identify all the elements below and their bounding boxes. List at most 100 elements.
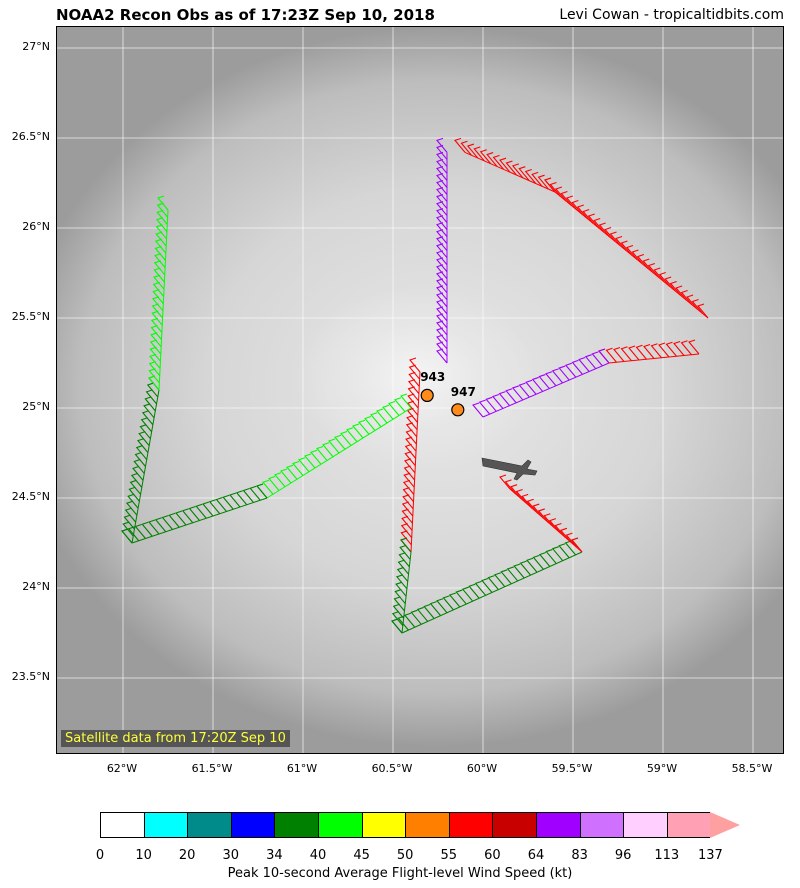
wind-barb (474, 580, 486, 596)
wind-barb (460, 140, 472, 156)
wind-barb (402, 494, 414, 510)
wind-barb (135, 445, 148, 460)
wind-barb (487, 575, 499, 590)
wind-barb (531, 376, 544, 392)
wind-barb (525, 379, 537, 395)
wind-barb (334, 434, 346, 450)
wind-barb (598, 222, 611, 238)
wind-barb (576, 204, 589, 220)
colorbar-segment (492, 812, 536, 838)
flight-track (158, 209, 169, 391)
colorbar-segment (535, 812, 580, 838)
colorbar-tick-label: 83 (571, 848, 588, 863)
wind-barb (352, 423, 364, 439)
wind-barb (524, 168, 537, 184)
colorbar-tick-label: 10 (135, 848, 152, 863)
wind-barb (346, 427, 358, 443)
lon-tick-label: 59°W (646, 762, 678, 775)
pressure-value-label: 943 (420, 370, 446, 385)
colorbar-tick-label: 113 (654, 848, 680, 863)
wind-barb (479, 149, 492, 165)
wind-barb (152, 296, 164, 312)
wind-barb (658, 271, 671, 287)
wind-barb (400, 523, 413, 538)
wind-barb (442, 595, 454, 611)
wind-barb (149, 346, 161, 362)
wind-barb (274, 472, 286, 488)
wind-barb (593, 217, 605, 233)
wind-barb (466, 143, 479, 159)
wind-barb (144, 396, 156, 412)
wind-barb (485, 396, 497, 412)
wind-barb (127, 493, 139, 509)
wind-barb (436, 341, 448, 357)
colorbar-segment (100, 812, 144, 838)
wind-barb (486, 152, 498, 167)
wind-barb (403, 612, 416, 628)
wind-barb (408, 371, 420, 387)
wind-barb (153, 274, 165, 290)
wind-barb (358, 419, 370, 435)
lon-tick-label: 58.5°W (731, 762, 773, 775)
wind-barb (310, 449, 322, 465)
wind-barb (406, 415, 418, 430)
colorbar-segment (187, 812, 231, 838)
wind-barb (631, 249, 643, 265)
wind-barb (537, 174, 549, 190)
wind-barb (222, 494, 234, 510)
wind-barb (436, 194, 448, 209)
wind-barb (391, 611, 404, 626)
wind-barb (400, 530, 412, 546)
wind-barb (531, 171, 543, 187)
wind-barb (613, 346, 625, 362)
wind-barb (526, 557, 538, 573)
wind-barb (436, 264, 448, 280)
wind-barb (188, 505, 200, 521)
colorbar-segment (448, 812, 493, 838)
colorbar-tick-label: 137 (697, 848, 723, 863)
lat-tick-label: 24.5°N (11, 490, 50, 503)
colorbar-tick-label: 45 (353, 848, 370, 863)
wind-barb (559, 527, 572, 543)
wind-barb (129, 479, 142, 495)
wind-barb (436, 598, 448, 614)
wind-barb (635, 344, 647, 360)
wind-barb (149, 339, 162, 355)
wind-barb (468, 583, 480, 599)
wind-barb (405, 429, 417, 445)
wind-barb (436, 334, 448, 350)
lon-tick-label: 60.5°W (371, 762, 413, 775)
wind-barb (481, 577, 493, 593)
wind-barb (148, 361, 161, 376)
wind-barb (454, 137, 466, 153)
wind-barb (658, 342, 670, 358)
wind-barb (406, 400, 419, 416)
wind-barb (436, 158, 448, 174)
flight-track (401, 551, 412, 634)
wind-barb (242, 487, 254, 503)
wind-barb (473, 146, 485, 162)
wind-barb (461, 586, 474, 602)
wind-barb (436, 313, 448, 329)
wind-barb (545, 371, 557, 387)
wind-barb (229, 492, 241, 508)
wind-barb (510, 484, 522, 500)
wind-barb (499, 157, 511, 173)
wind-barb (280, 468, 292, 484)
map-panel[interactable]: Satellite data from 17:20Z Sep 10 (56, 26, 784, 754)
wind-barb (268, 475, 280, 491)
wind-barb (584, 354, 597, 370)
colorbar-tick-label: 34 (266, 848, 283, 863)
wind-barb (156, 209, 168, 225)
wind-barb (436, 292, 448, 308)
wind-barb (141, 521, 153, 537)
wind-barb (521, 493, 533, 509)
wind-barb (148, 375, 160, 391)
wind-barb (598, 348, 610, 364)
wind-barb (554, 522, 566, 538)
wind-barb (145, 389, 157, 405)
wind-barb (155, 231, 167, 247)
wind-barb (134, 451, 146, 467)
lat-tick-label: 26°N (22, 220, 50, 233)
wind-barb (620, 240, 632, 256)
